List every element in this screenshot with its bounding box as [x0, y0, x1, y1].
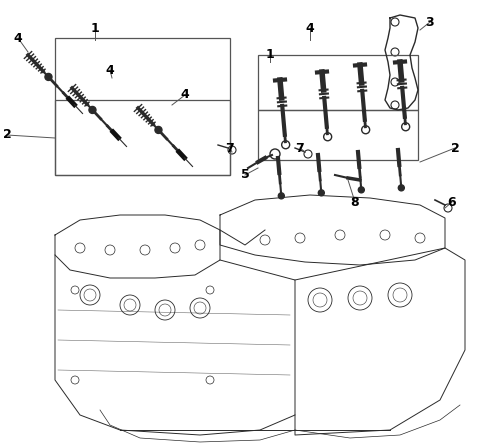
Text: 2: 2: [451, 142, 459, 155]
Circle shape: [45, 73, 52, 81]
Circle shape: [155, 126, 162, 134]
Circle shape: [89, 107, 96, 113]
Bar: [55, 100, 230, 175]
Bar: [258, 55, 418, 110]
Text: 2: 2: [2, 129, 12, 142]
Circle shape: [398, 185, 404, 191]
Text: 4: 4: [106, 64, 114, 77]
Circle shape: [278, 193, 284, 199]
Bar: [55, 38, 230, 175]
Text: 7: 7: [226, 142, 234, 155]
Circle shape: [358, 187, 364, 193]
Text: 3: 3: [426, 16, 434, 29]
Text: 4: 4: [180, 89, 190, 102]
Text: 8: 8: [351, 195, 360, 208]
Text: 6: 6: [448, 195, 456, 208]
Text: 5: 5: [240, 168, 250, 181]
Text: 4: 4: [306, 22, 314, 34]
Text: 4: 4: [13, 31, 23, 44]
Text: 1: 1: [265, 48, 275, 61]
Text: 1: 1: [91, 22, 99, 34]
Text: 7: 7: [296, 142, 304, 155]
Circle shape: [318, 190, 324, 196]
Bar: [258, 110, 418, 160]
